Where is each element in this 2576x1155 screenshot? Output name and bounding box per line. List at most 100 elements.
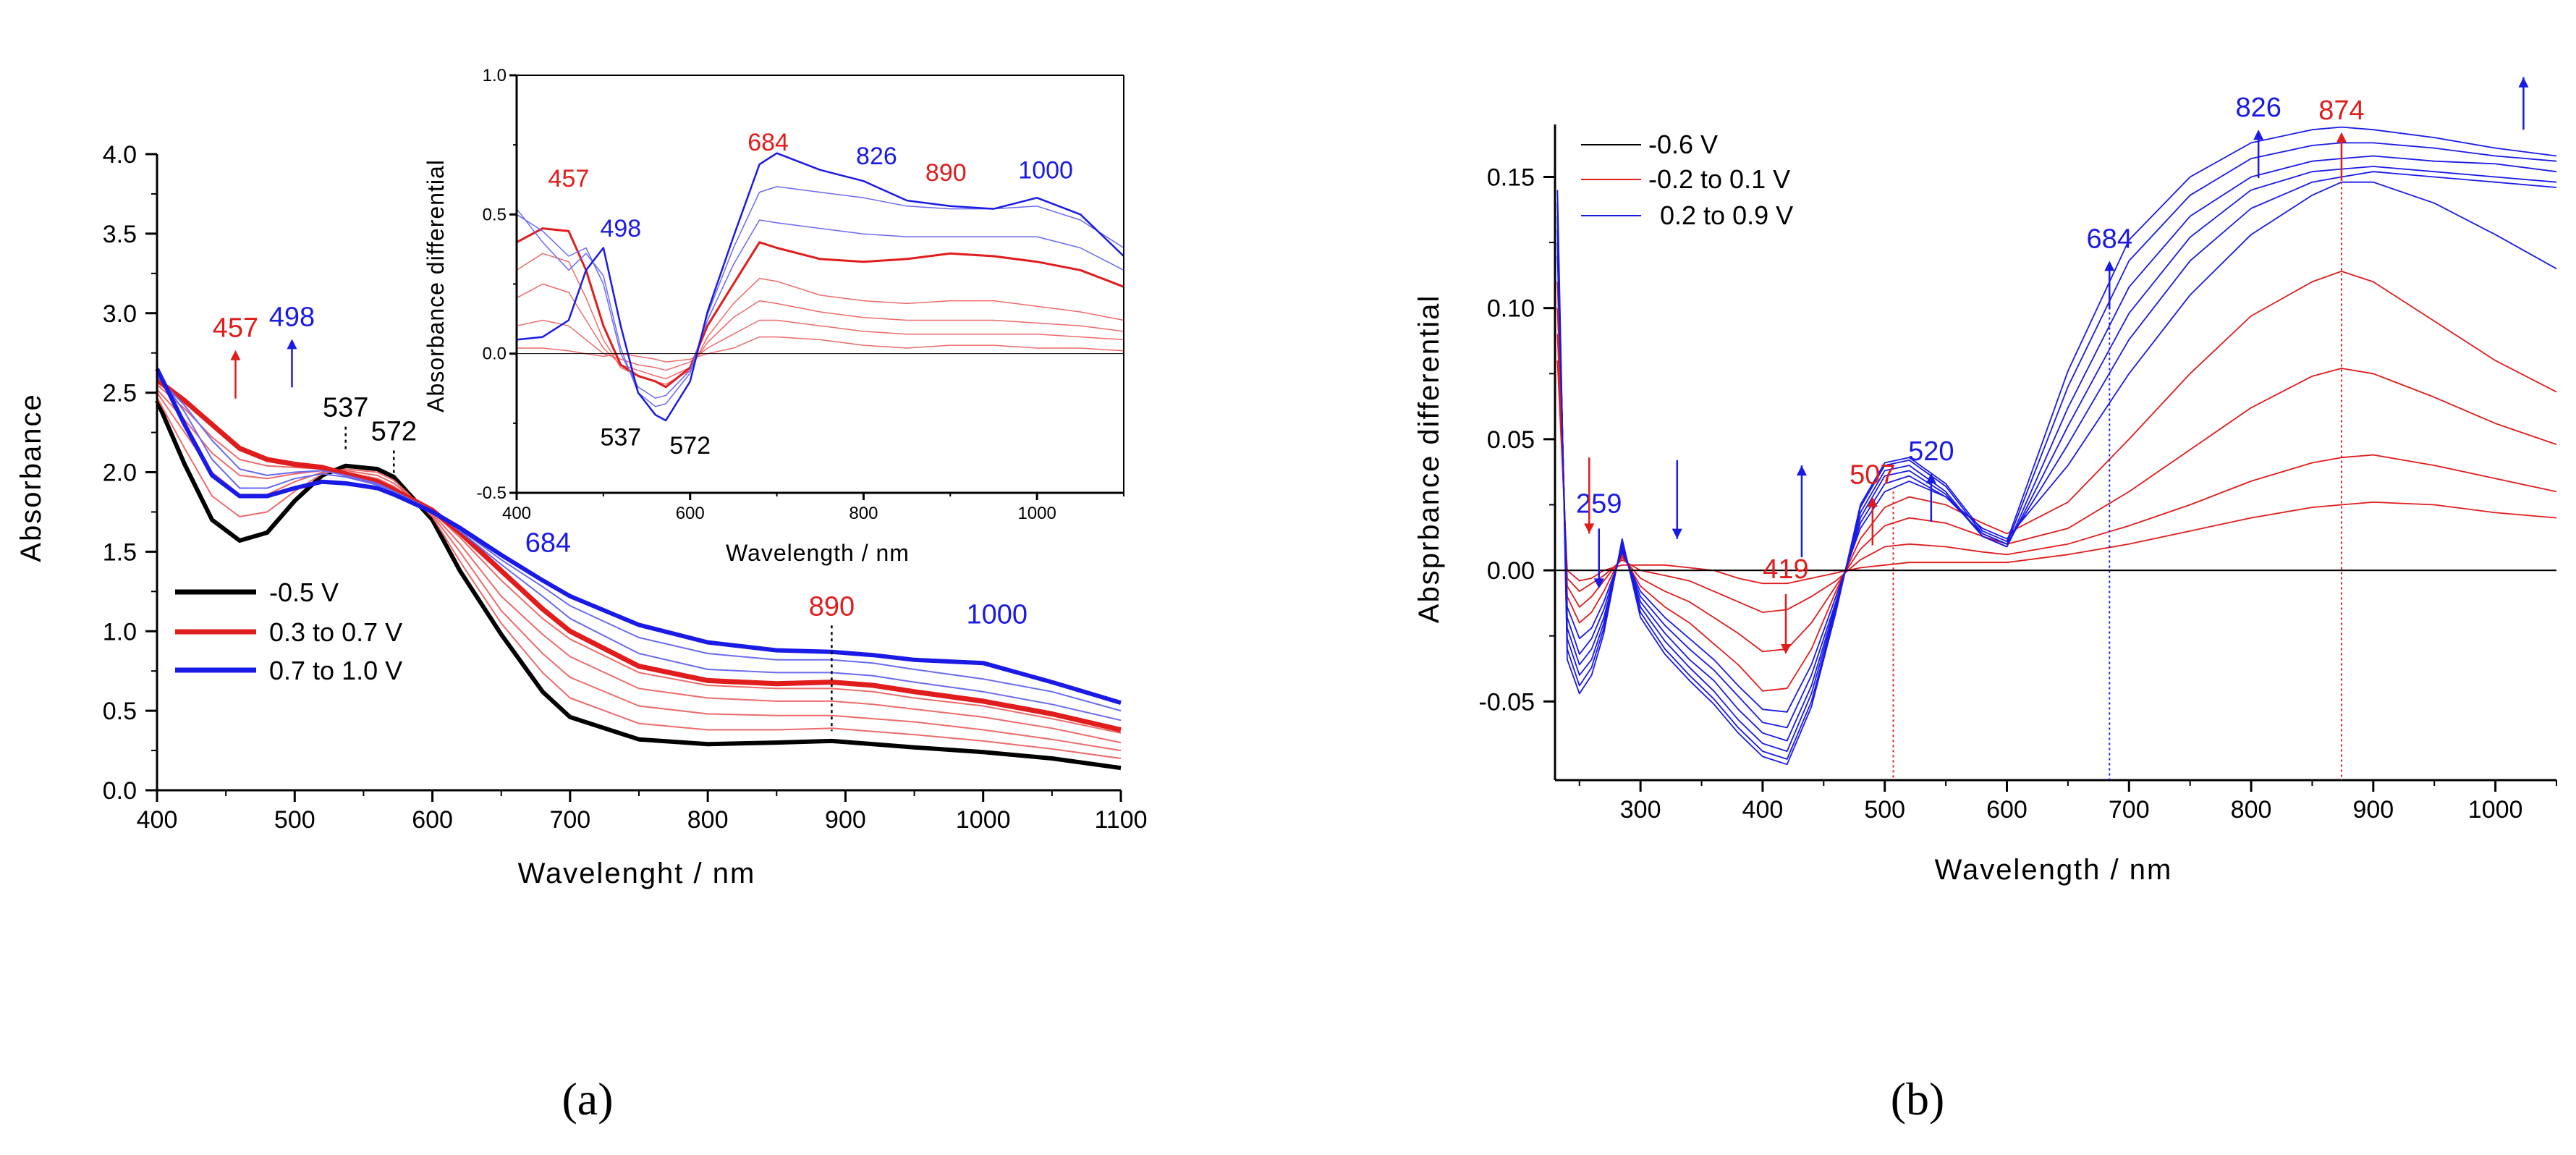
annotation-arrowhead-b-3 <box>1925 473 1936 483</box>
legend-label-neg: -0.5 V <box>269 578 339 607</box>
inset-y-axis-label: Absorbance differential <box>423 159 449 412</box>
annotation-label-a_main-5: 890 <box>809 591 855 622</box>
chart-b-series-group <box>1556 126 2557 766</box>
series-line-a_inset-0 <box>517 336 1124 363</box>
annotation-arrowhead-b-2 <box>1867 496 1878 507</box>
b-arrow-419-blue-head <box>1796 465 1807 476</box>
series-line-b-6 <box>1556 171 2557 729</box>
series-line-a_main-0 <box>155 399 1122 771</box>
series-line-a_inset-7 <box>516 152 1124 422</box>
chart-a-x-axis-label: Wavelenght / nm <box>518 858 756 889</box>
chart-a-axes: 400 500 600 700 800 900 1000 1100 0.0 0.5 1.0 1.5 2.… <box>103 141 1148 834</box>
legend-label-red: 0.3 to 0.7 V <box>269 617 402 647</box>
annotation-label-a_main-3: 572 <box>371 417 417 447</box>
inset-x-axis-label: Wavelength / nm <box>726 540 910 566</box>
inset-background <box>515 75 1124 495</box>
annotation-label-a_inset-4: 684 <box>747 129 789 156</box>
x-tick-label-b-2: 500 <box>1864 796 1905 824</box>
series-line-b-3 <box>1556 308 2557 653</box>
chart-b-legend: -0.6 V -0.2 to 0.1 V 0.2 to 0.9 V <box>1581 130 1793 230</box>
y-tick-label-a_main-3: 1.5 <box>103 538 137 566</box>
chart-b-axes: 300 400 500 600 700 800 900 1000 -0.05 0.00 0.05 0.… <box>1479 124 2557 824</box>
chart-a-legend: -0.5 V 0.3 to 0.7 V 0.7 to 1.0 V <box>175 578 402 685</box>
annotation-label-b-3: 520 <box>1908 436 1954 467</box>
series-line-a_main-7 <box>156 373 1122 712</box>
inset-axes: 400 600 800 1000 -0.5 0.0 0.5 1.0 <box>477 66 1124 523</box>
series-line-a_main-5 <box>155 378 1122 732</box>
annotation-label-a_inset-5: 826 <box>856 143 897 170</box>
inset-annotations: 457 498 537 572 684 826 890 1000 <box>548 129 1073 460</box>
annotation-label-b-6: 874 <box>2318 96 2364 126</box>
y-tick-label-b-0: -0.05 <box>1479 688 1535 716</box>
y-tick-label-b-1: 0.00 <box>1487 557 1535 585</box>
series-line-a_main-1 <box>156 397 1122 759</box>
annotation-label-a_main-2: 537 <box>323 393 368 423</box>
series-line-b-2 <box>1556 334 2557 613</box>
y-tick-label-a_main-7: 3.5 <box>103 221 137 248</box>
series-line-a_main-6 <box>156 376 1122 722</box>
series-line-a_inset-1 <box>516 319 1124 371</box>
y-tick-label-a_main-2: 1.0 <box>103 618 137 646</box>
panel-label-b: (b) <box>1891 1073 1945 1125</box>
x-tick-label-a_inset-0: 400 <box>502 504 531 523</box>
legend-b-label-red: -0.2 to 0.1 V <box>1648 164 1790 194</box>
annotation-label-a_inset-2: 537 <box>600 424 641 452</box>
series-line-a_main-8 <box>155 368 1122 705</box>
series-line-a_inset-3 <box>516 253 1124 385</box>
x-tick-label-a_inset-1: 600 <box>676 504 705 523</box>
y-tick-label-a_inset-0: -0.5 <box>477 483 507 503</box>
annotation-label-a_inset-1: 498 <box>600 215 641 242</box>
y-tick-label-a_inset-2: 0.5 <box>483 205 507 224</box>
x-tick-label-a_main-2: 600 <box>412 806 453 834</box>
series-line-a_main-4 <box>156 384 1122 734</box>
annotation-label-b-5: 826 <box>2235 93 2281 123</box>
x-tick-label-a_main-1: 500 <box>274 806 315 834</box>
chart-a-main: 400 500 600 700 800 900 1000 1100 0.0 0.5 1.0 1.5 2.… <box>15 141 1148 889</box>
series-line-b-5 <box>1556 181 2557 713</box>
x-tick-label-a_main-0: 400 <box>137 806 178 834</box>
y-tick-label-b-2: 0.05 <box>1487 426 1535 454</box>
x-tick-label-a_main-4: 800 <box>687 806 729 834</box>
chart-b: 300 400 500 600 700 800 900 1000 -0.05 0.00 0.05 0.… <box>1413 77 2557 886</box>
annotation-arrowhead-a_main-0 <box>230 350 241 360</box>
annotation-label-b-1: 419 <box>1763 554 1808 585</box>
x-tick-label-b-7: 1000 <box>2468 796 2523 824</box>
chart-b-annotations: 259 419 507 520 684 826 874 <box>1576 77 2529 780</box>
annotation-label-a_main-1: 498 <box>269 302 315 332</box>
x-tick-label-a_main-5: 900 <box>825 806 866 834</box>
y-tick-label-a_main-5: 2.5 <box>103 380 137 407</box>
annotation-label-a_inset-7: 1000 <box>1018 156 1073 184</box>
legend-b-label-neg: -0.6 V <box>1648 130 1718 159</box>
y-tick-label-a_inset-1: 0.0 <box>483 344 507 364</box>
x-tick-label-a_main-7: 1100 <box>1094 806 1147 834</box>
y-tick-label-a_main-8: 4.0 <box>103 141 137 169</box>
b-arrow-259-red-head <box>1584 523 1595 534</box>
legend-b-label-blue: 0.2 to 0.9 V <box>1660 200 1793 230</box>
annotation-label-b-2: 507 <box>1850 460 1895 490</box>
y-tick-label-b-4: 0.15 <box>1487 164 1535 191</box>
b-arrow-1023-blue-head <box>2518 77 2529 88</box>
chart-a-y-axis-label: Absorbance <box>15 393 47 562</box>
annotation-arrowhead-b-5 <box>2253 130 2264 140</box>
series-line-b-10 <box>1556 126 2557 766</box>
annotation-label-b-4: 684 <box>2087 224 2132 254</box>
x-tick-label-a_main-6: 1000 <box>956 806 1011 834</box>
inset-series-group <box>516 152 1124 422</box>
chart-b-x-axis-label: Wavelength / nm <box>1935 854 2173 886</box>
annotation-label-b-0: 259 <box>1576 488 1622 519</box>
y-tick-label-a_main-1: 0.5 <box>103 698 137 725</box>
annotation-label-a_main-6: 1000 <box>966 599 1028 630</box>
chart-b-y-axis-label: Absprbance differential <box>1413 295 1445 623</box>
series-line-a_main-3 <box>156 389 1122 744</box>
annotation-label-a_inset-6: 890 <box>925 159 967 187</box>
x-tick-label-b-1: 400 <box>1742 796 1784 824</box>
series-line-b-1 <box>1556 360 2557 585</box>
x-tick-label-a_main-3: 700 <box>549 806 590 834</box>
series-line-a_inset-6 <box>516 186 1124 407</box>
series-line-b-4 <box>1556 270 2557 692</box>
x-tick-label-b-0: 300 <box>1620 796 1661 824</box>
legend-label-blue: 0.7 to 1.0 V <box>269 656 402 685</box>
annotation-arrowhead-b-1 <box>1780 643 1791 654</box>
